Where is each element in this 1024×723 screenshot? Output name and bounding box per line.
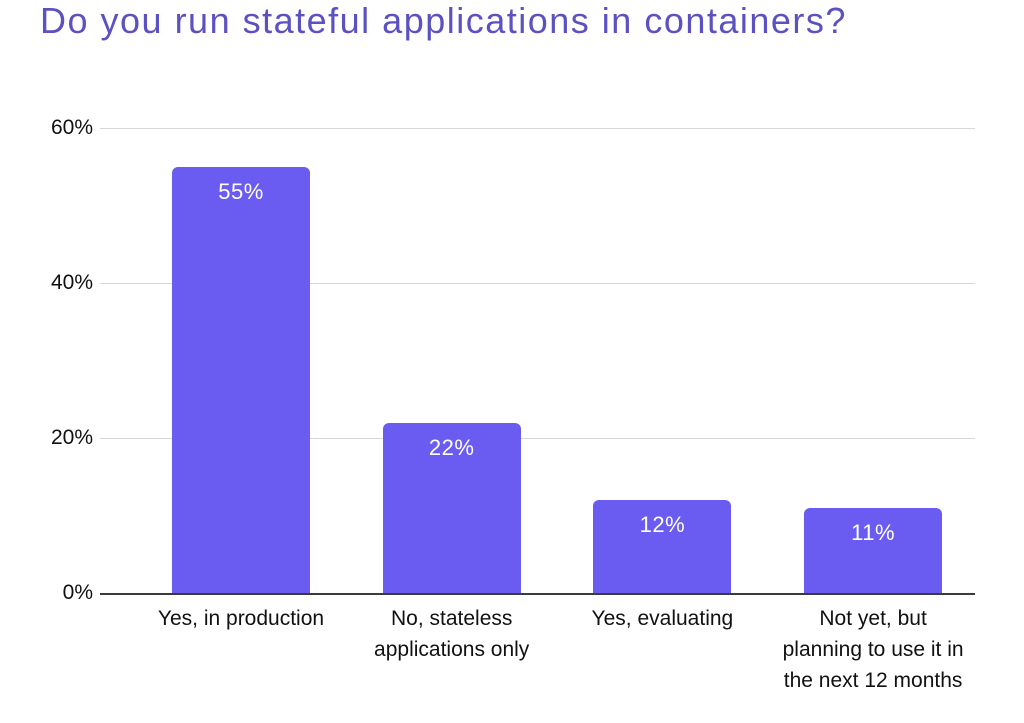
y-tick-label: 0% [62, 581, 93, 604]
category-label: Yes, evaluating [591, 607, 734, 630]
x-axis-line [100, 593, 975, 595]
bar-value-label: 11% [851, 519, 896, 545]
gridline [100, 283, 975, 284]
y-tick-label: 60% [50, 116, 93, 139]
gridline [100, 438, 975, 439]
bar-value-label: 55% [218, 178, 264, 204]
y-tick-label: 20% [50, 426, 93, 449]
chart-title: Do you run stateful applications in cont… [40, 0, 847, 41]
bar: 11% [804, 507, 943, 593]
bar: 22% [382, 422, 521, 593]
bar: 12% [593, 500, 732, 593]
category-label: Not yet, but planning to use it in the n… [782, 607, 964, 692]
bar-value-label: 12% [639, 512, 686, 537]
category-label: No, stateless applications only [374, 607, 530, 661]
bar: 55% [172, 166, 310, 593]
bar-value-label: 22% [428, 434, 475, 460]
y-tick-label: 40% [50, 271, 93, 294]
gridline [100, 128, 975, 129]
plot-area: 55% 22% 12% 11% [100, 128, 975, 595]
category-label: Yes, in production [157, 607, 325, 630]
